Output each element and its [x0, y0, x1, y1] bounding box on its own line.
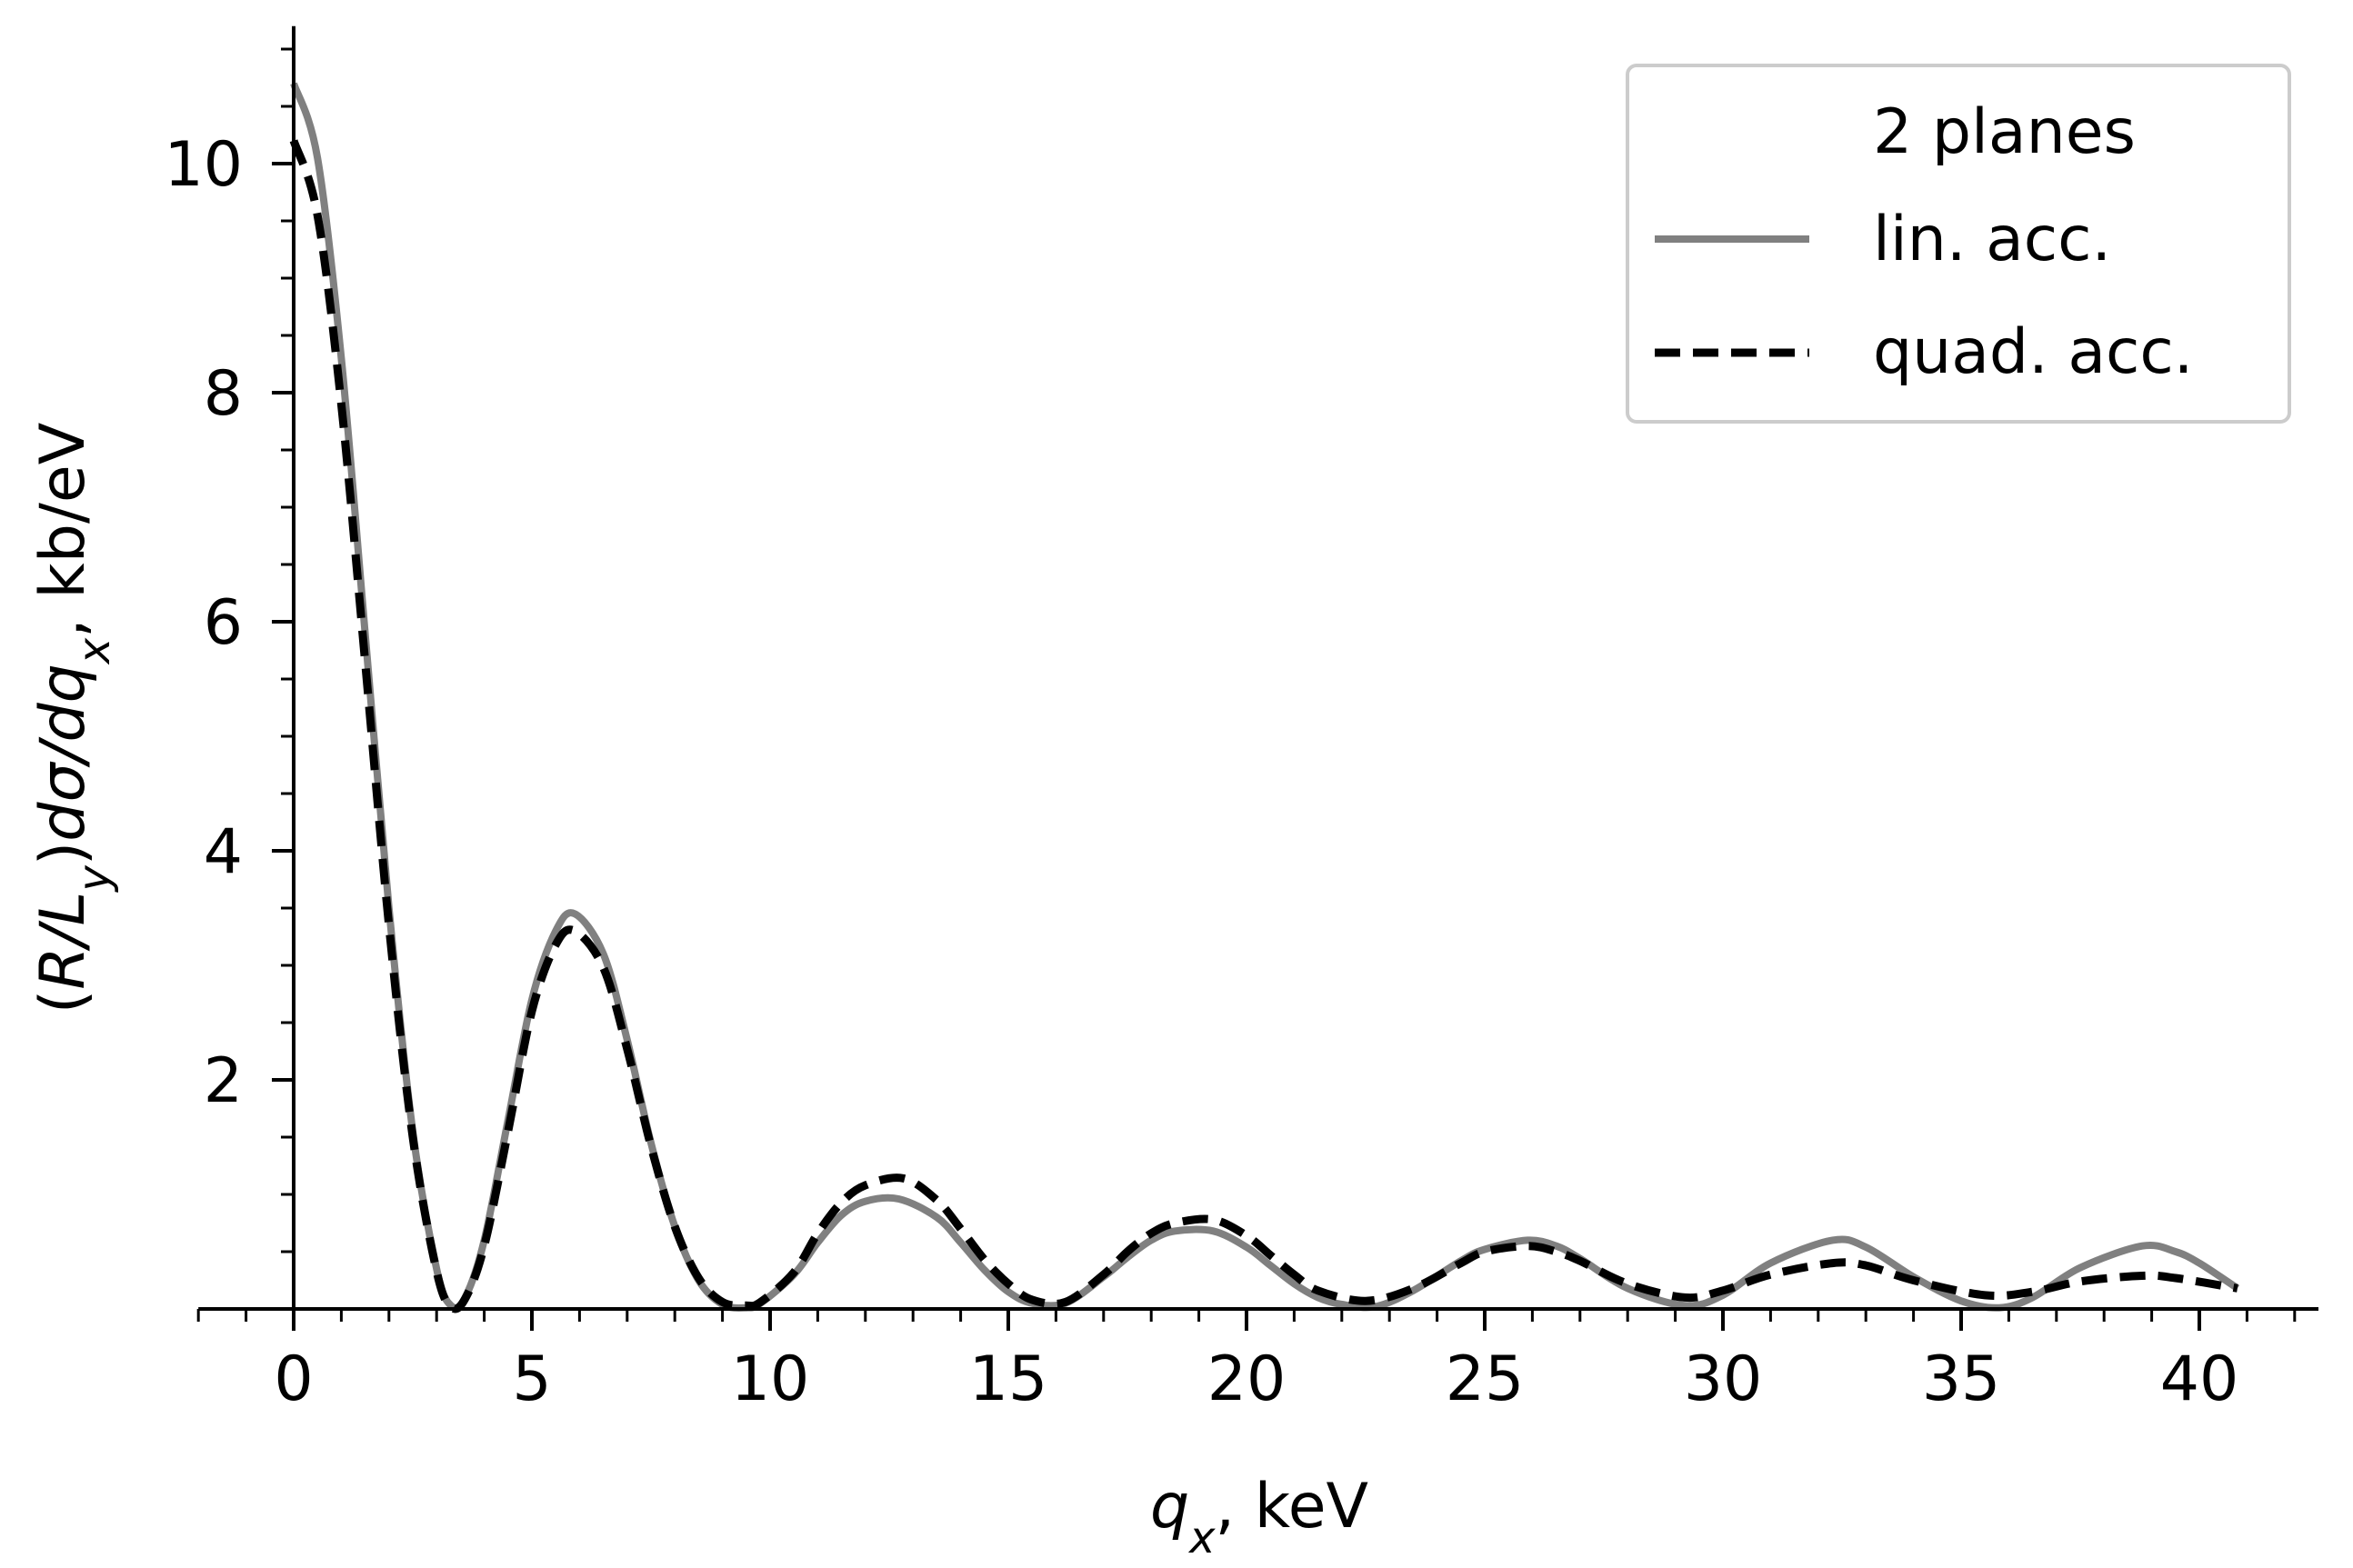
y-tick-label: 2: [204, 1045, 243, 1117]
y-axis-label: (R/Ly)dσ/dqx, kb/eV: [27, 423, 120, 1014]
axis-label-part: q: [1150, 1471, 1189, 1543]
axis-label-part: , keV: [1216, 1471, 1369, 1543]
axis-label-part: ): [27, 842, 99, 866]
series-line-quad-acc: [289, 139, 2238, 1313]
legend-box: [1626, 64, 2291, 424]
legend-title: 2 planes: [1873, 96, 2136, 168]
ticks: 0 5 10 15 20 25 30 35 40 2 4 6 8 10: [164, 47, 2297, 1415]
x-tick-label: 0: [274, 1343, 313, 1415]
axis-label-part: x: [69, 637, 120, 665]
x-tick-label: 10: [731, 1343, 810, 1415]
axis-label-part: y: [69, 865, 120, 894]
x-tick-label: 20: [1207, 1343, 1287, 1415]
axis-label-part: (: [27, 990, 99, 1014]
x-tick-label: 25: [1446, 1343, 1525, 1415]
x-tick-label: 5: [512, 1343, 551, 1415]
plot-lines: [289, 82, 2240, 1313]
x-tick-label: 40: [2160, 1343, 2239, 1415]
x-tick-label: 30: [1684, 1343, 1763, 1415]
axes: [198, 25, 2318, 1311]
y-tick-label: 6: [204, 587, 243, 659]
axis-label-part: R/L: [27, 892, 99, 990]
axis-label-part: dσ/dq: [27, 664, 99, 842]
axis-label-part: , kb/eV: [27, 423, 99, 638]
y-tick-label: 8: [204, 358, 243, 430]
legend: 2 planes lin. acc. quad. acc.: [1626, 64, 2291, 424]
x-tick-label: 15: [969, 1343, 1048, 1415]
legend-label-quad-acc: quad. acc.: [1873, 316, 2193, 388]
axis-label-part: x: [1187, 1513, 1216, 1563]
x-tick-label: 35: [1922, 1343, 2001, 1415]
legend-label-lin-acc: lin. acc.: [1873, 204, 2111, 275]
y-tick-label: 10: [164, 129, 243, 201]
x-axis-label: qx, keV: [1150, 1471, 1368, 1563]
y-tick-label: 4: [204, 816, 243, 888]
